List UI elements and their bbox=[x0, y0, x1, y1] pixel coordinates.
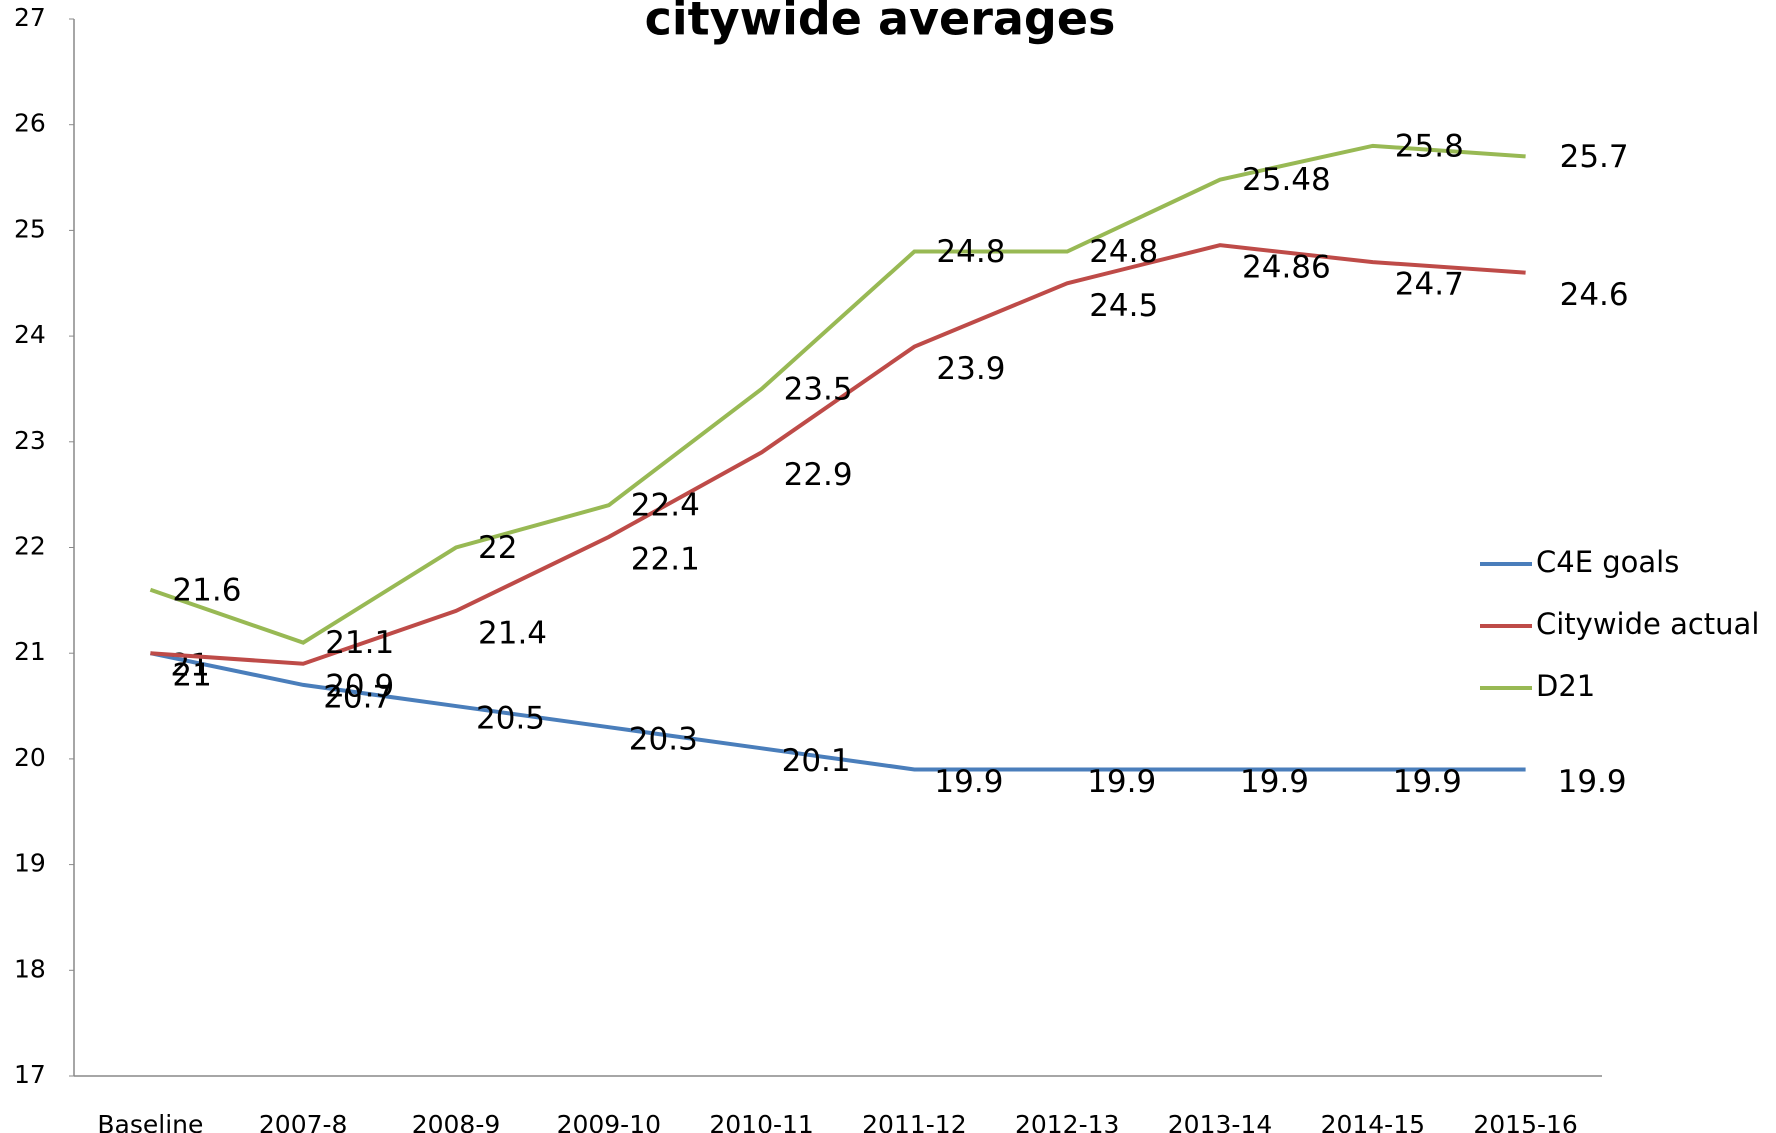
data-label: 20.1 bbox=[782, 743, 851, 779]
x-tick-label: Baseline bbox=[97, 1110, 203, 1133]
data-label: 19.9 bbox=[1558, 764, 1627, 800]
data-label: 22.9 bbox=[784, 457, 853, 493]
data-label: 23.5 bbox=[784, 371, 853, 407]
data-label: 19.9 bbox=[934, 764, 1003, 800]
series-line bbox=[149, 143, 1526, 645]
legend-label: C4E goals bbox=[1536, 545, 1679, 579]
series-line bbox=[150, 243, 1526, 666]
legend-label: Citywide actual bbox=[1536, 607, 1759, 641]
x-tick-label: 2013-14 bbox=[1168, 1110, 1272, 1133]
data-label: 21.1 bbox=[325, 625, 394, 661]
y-tick-label: 27 bbox=[14, 3, 46, 32]
y-tick-label: 26 bbox=[14, 109, 46, 138]
legend-label: D21 bbox=[1536, 669, 1595, 703]
y-tick-label: 25 bbox=[14, 214, 46, 243]
x-tick-label: 2011-12 bbox=[862, 1110, 966, 1133]
x-tick-label: 2008-9 bbox=[412, 1110, 501, 1133]
x-tick-label: 2009-10 bbox=[557, 1110, 661, 1133]
data-label: 21.4 bbox=[478, 615, 547, 651]
x-tick-label: 2012-13 bbox=[1015, 1110, 1119, 1133]
data-label: 20.3 bbox=[629, 722, 698, 758]
data-label: 20.9 bbox=[325, 668, 394, 704]
y-tick-label: 23 bbox=[14, 426, 46, 455]
data-label: 24.86 bbox=[1242, 250, 1331, 286]
data-label: 25.8 bbox=[1395, 128, 1464, 164]
data-label: 19.9 bbox=[1240, 764, 1309, 800]
data-label: 24.8 bbox=[1089, 234, 1158, 270]
data-label: 22.4 bbox=[631, 488, 700, 524]
x-tick-label: 2010-11 bbox=[709, 1110, 813, 1133]
data-label: 24.5 bbox=[1089, 288, 1158, 324]
y-tick-label: 24 bbox=[14, 320, 46, 349]
y-tick-label: 21 bbox=[14, 637, 46, 666]
data-label: 21 bbox=[172, 658, 211, 694]
x-tick-label: 2007-8 bbox=[259, 1110, 348, 1133]
data-label: 19.9 bbox=[1087, 764, 1156, 800]
x-tick-label: 2015-16 bbox=[1473, 1110, 1577, 1133]
y-tick-label: 22 bbox=[14, 532, 46, 561]
y-tick-label: 20 bbox=[14, 743, 46, 772]
data-label: 23.9 bbox=[936, 351, 1005, 387]
chart-title: citywide averages bbox=[645, 0, 1116, 46]
data-label: 24.6 bbox=[1560, 277, 1629, 313]
data-label: 22.1 bbox=[631, 541, 700, 577]
y-tick-label: 19 bbox=[14, 849, 46, 878]
data-label: 24.8 bbox=[936, 234, 1005, 270]
data-label: 22 bbox=[478, 530, 517, 566]
data-label: 25.7 bbox=[1560, 139, 1629, 175]
y-tick-label: 18 bbox=[14, 954, 46, 983]
data-label: 20.7 bbox=[323, 679, 392, 715]
series-line bbox=[149, 651, 1526, 772]
x-tick-label: 2014-15 bbox=[1321, 1110, 1425, 1133]
data-label: 24.7 bbox=[1395, 267, 1464, 303]
data-label: 21.6 bbox=[172, 572, 241, 608]
data-label: 19.9 bbox=[1393, 764, 1462, 800]
y-tick-label: 17 bbox=[14, 1060, 46, 1089]
data-label: 20.5 bbox=[476, 701, 545, 737]
data-label: 25.48 bbox=[1242, 162, 1331, 198]
